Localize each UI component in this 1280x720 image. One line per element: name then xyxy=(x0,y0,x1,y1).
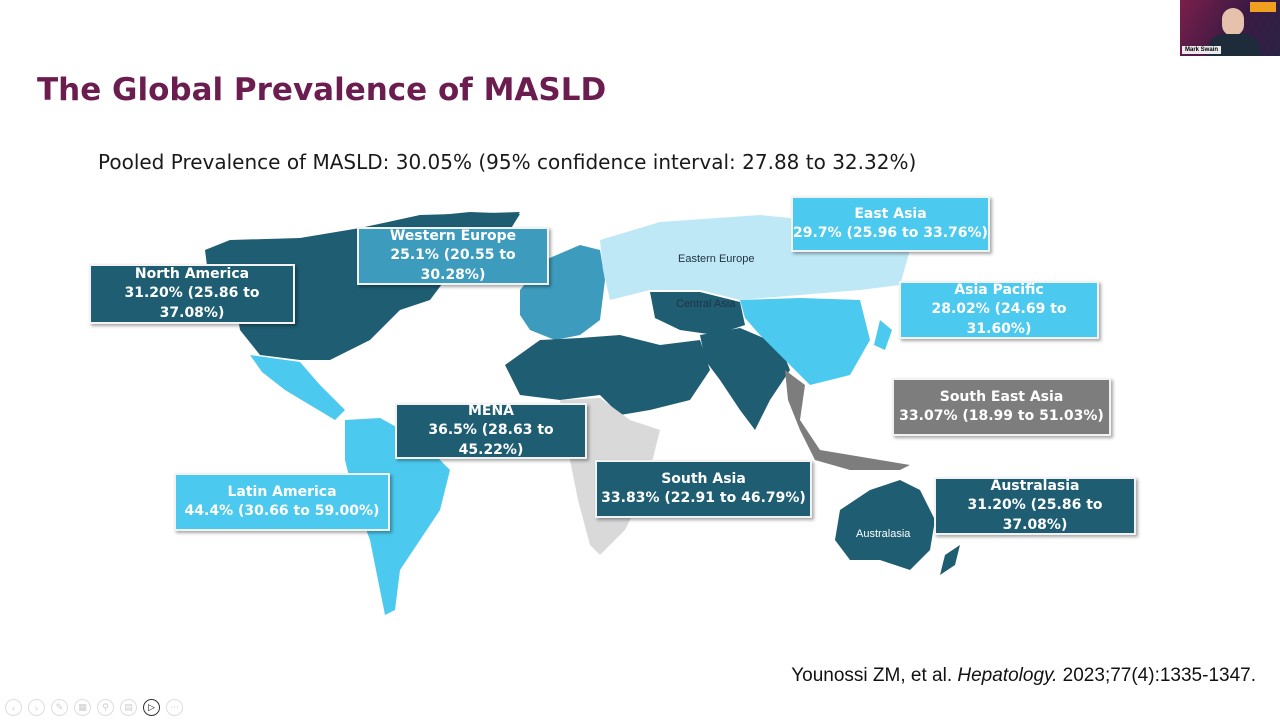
region-name: Western Europe xyxy=(389,228,517,244)
region-label-western-europe: Western Europe 25.1% (20.55 to 30.28%) xyxy=(357,227,549,285)
region-label-north-america: North America 31.20% (25.86 to 37.08%) xyxy=(89,264,295,324)
subtitles-icon[interactable]: ▤ xyxy=(120,699,137,716)
region-name: MENA xyxy=(467,403,515,419)
map-region-mena xyxy=(505,335,710,415)
region-value: 28.02% (24.69 to 31.60%) xyxy=(931,301,1067,337)
region-value: 33.07% (18.99 to 51.03%) xyxy=(899,408,1104,424)
pooled-prevalence-text: Pooled Prevalence of MASLD: 30.05% (95% … xyxy=(98,150,917,174)
region-name: Latin America xyxy=(227,484,337,500)
region-name: South East Asia xyxy=(939,389,1064,405)
region-value: 36.5% (28.63 to 45.22%) xyxy=(428,422,554,458)
map-label-central-asia: Central Asia xyxy=(676,298,736,310)
region-label-south-asia: South Asia 33.83% (22.91 to 46.79%) xyxy=(595,460,812,518)
citation-reference: 2023;77(4):1335-1347. xyxy=(1062,665,1256,686)
region-name: Australasia xyxy=(990,478,1080,494)
slide-title: The Global Prevalence of MASLD xyxy=(37,72,607,108)
participant-video[interactable]: Mark Swain xyxy=(1180,0,1280,56)
next-icon[interactable]: › xyxy=(28,699,45,716)
map-region-asia-pacific xyxy=(874,320,892,350)
map-label-eastern-europe: Eastern Europe xyxy=(678,253,755,265)
region-value: 33.83% (22.91 to 46.79%) xyxy=(601,490,806,506)
region-label-south-east-asia: South East Asia 33.07% (18.99 to 51.03%) xyxy=(892,378,1111,436)
region-label-latin-america: Latin America 44.4% (30.66 to 59.00%) xyxy=(174,473,390,531)
map-region-central-america xyxy=(250,355,345,420)
region-label-australasia: Australasia 31.20% (25.86 to 37.08%) xyxy=(934,477,1136,535)
map-label-australasia: Australasia xyxy=(856,528,911,540)
map-region-south-america xyxy=(345,418,450,615)
map-region-new-zealand xyxy=(940,545,960,575)
map-region-south-east-asia xyxy=(785,370,910,470)
region-label-east-asia: East Asia 29.7% (25.96 to 33.76%) xyxy=(791,196,990,252)
region-value: 25.1% (20.55 to 30.28%) xyxy=(390,247,516,283)
camera-icon[interactable]: ▷ xyxy=(143,699,160,716)
map-region-south-asia xyxy=(700,328,790,430)
region-name: East Asia xyxy=(854,206,927,222)
participant-head xyxy=(1222,8,1244,36)
citation-journal: Hepatology. xyxy=(957,665,1058,686)
region-value: 31.20% (25.86 to 37.08%) xyxy=(967,497,1103,533)
region-name: North America xyxy=(134,266,250,282)
region-name: Asia Pacific xyxy=(954,282,1044,298)
pen-icon[interactable]: ✎ xyxy=(51,699,68,716)
map-region-east-asia xyxy=(740,298,870,385)
summit-logo xyxy=(1250,2,1276,12)
region-label-asia-pacific: Asia Pacific 28.02% (24.69 to 31.60%) xyxy=(899,281,1099,339)
region-value: 31.20% (25.86 to 37.08%) xyxy=(124,285,260,321)
region-value: 44.4% (30.66 to 59.00%) xyxy=(184,503,380,519)
more-icon[interactable]: ⋯ xyxy=(166,699,183,716)
zoom-icon[interactable]: ⚲ xyxy=(97,699,114,716)
map-region-australasia xyxy=(835,480,935,570)
citation: Younossi ZM, et al. Hepatology. 2023;77(… xyxy=(791,665,1256,687)
participant-name: Mark Swain xyxy=(1182,46,1222,54)
map-region-central-asia xyxy=(650,292,745,335)
region-value: 29.7% (25.96 to 33.76%) xyxy=(793,225,988,241)
slides-icon[interactable]: ▦ xyxy=(74,699,91,716)
presentation-toolbar: ‹ › ✎ ▦ ⚲ ▤ ▷ ⋯ xyxy=(5,699,183,716)
region-name: South Asia xyxy=(661,471,746,487)
prev-icon[interactable]: ‹ xyxy=(5,699,22,716)
region-label-mena: MENA 36.5% (28.63 to 45.22%) xyxy=(395,403,587,459)
citation-authors: Younossi ZM, et al. xyxy=(791,665,953,686)
